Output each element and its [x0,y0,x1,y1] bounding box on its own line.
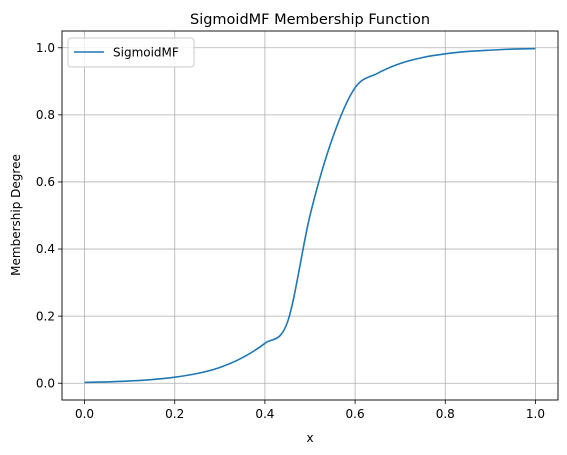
axis-ticks: 0.0 0.2 0.4 0.6 0.8 1.0 0.0 0.2 0.4 0.6 0.8 1.0 [36,41,545,421]
y-tick-label: 0.2 [36,309,55,323]
legend-label: SigmoidMF [113,46,179,60]
x-tick-label: 1.0 [526,407,545,421]
y-tick-label: 0.8 [36,108,55,122]
x-axis-label: x [306,431,313,445]
chart-title: SigmoidMF Membership Function [190,12,430,28]
y-tick-label: 1.0 [36,41,55,55]
y-axis-label: Membership Degree [9,154,23,276]
y-tick-label: 0.4 [36,242,55,256]
x-tick-label: 0.0 [75,407,94,421]
x-tick-label: 0.2 [165,407,184,421]
x-tick-label: 0.4 [255,407,274,421]
x-tick-label: 0.6 [346,407,365,421]
x-tick-label: 0.8 [436,407,455,421]
legend-box [67,37,195,68]
grid [62,31,558,400]
y-tick-label: 0.0 [36,376,55,390]
series-layer [84,47,536,384]
y-tick-label: 0.6 [36,175,55,189]
plot-frame [61,30,559,401]
legend: SigmoidMF [67,37,195,68]
series-line-sigmoidmf [84,47,536,384]
